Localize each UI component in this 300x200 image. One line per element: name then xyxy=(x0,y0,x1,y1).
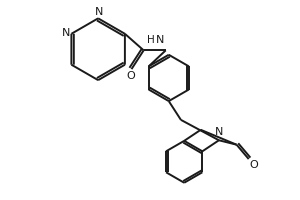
Text: O: O xyxy=(250,160,259,170)
Text: O: O xyxy=(126,71,135,81)
Text: N: N xyxy=(95,7,103,17)
Text: N: N xyxy=(156,35,164,45)
Text: H: H xyxy=(147,35,155,45)
Text: N: N xyxy=(215,127,223,137)
Text: N: N xyxy=(62,28,70,38)
